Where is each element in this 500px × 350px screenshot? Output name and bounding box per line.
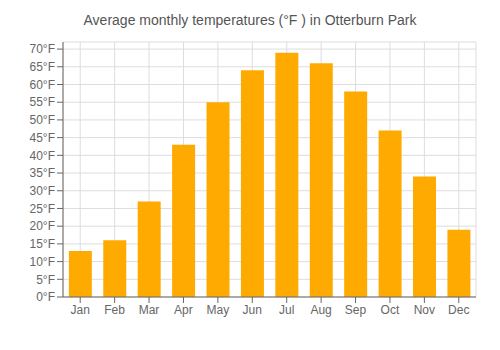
svg-text:Jun: Jun <box>243 303 262 317</box>
svg-text:Mar: Mar <box>139 303 160 317</box>
svg-text:70°F: 70°F <box>30 42 55 56</box>
svg-text:65°F: 65°F <box>30 60 55 74</box>
svg-text:Apr: Apr <box>174 303 193 317</box>
svg-text:Aug: Aug <box>310 303 331 317</box>
svg-text:Feb: Feb <box>104 303 125 317</box>
svg-text:20°F: 20°F <box>30 219 55 233</box>
svg-text:5°F: 5°F <box>36 273 55 287</box>
svg-text:60°F: 60°F <box>30 78 55 92</box>
svg-text:May: May <box>207 303 230 317</box>
svg-text:45°F: 45°F <box>30 131 55 145</box>
svg-text:30°F: 30°F <box>30 184 55 198</box>
svg-text:Oct: Oct <box>381 303 400 317</box>
html-text:Average monthly temperatures (: Average monthly temperatures (°F ) in Ot… <box>83 12 417 28</box>
svg-text:35°F: 35°F <box>30 166 55 180</box>
svg-text:15°F: 15°F <box>30 237 55 251</box>
svg-text:0°F: 0°F <box>36 290 55 304</box>
svg-text:40°F: 40°F <box>30 149 55 163</box>
svg-text:Nov: Nov <box>414 303 435 317</box>
svg-text:Jul: Jul <box>279 303 294 317</box>
svg-text:25°F: 25°F <box>30 202 55 216</box>
svg-text:Dec: Dec <box>448 303 469 317</box>
svg-text:Jan: Jan <box>71 303 90 317</box>
svg-text:10°F: 10°F <box>30 255 55 269</box>
svg-text:50°F: 50°F <box>30 113 55 127</box>
svg-text:Sep: Sep <box>345 303 367 317</box>
svg-text:55°F: 55°F <box>30 95 55 109</box>
